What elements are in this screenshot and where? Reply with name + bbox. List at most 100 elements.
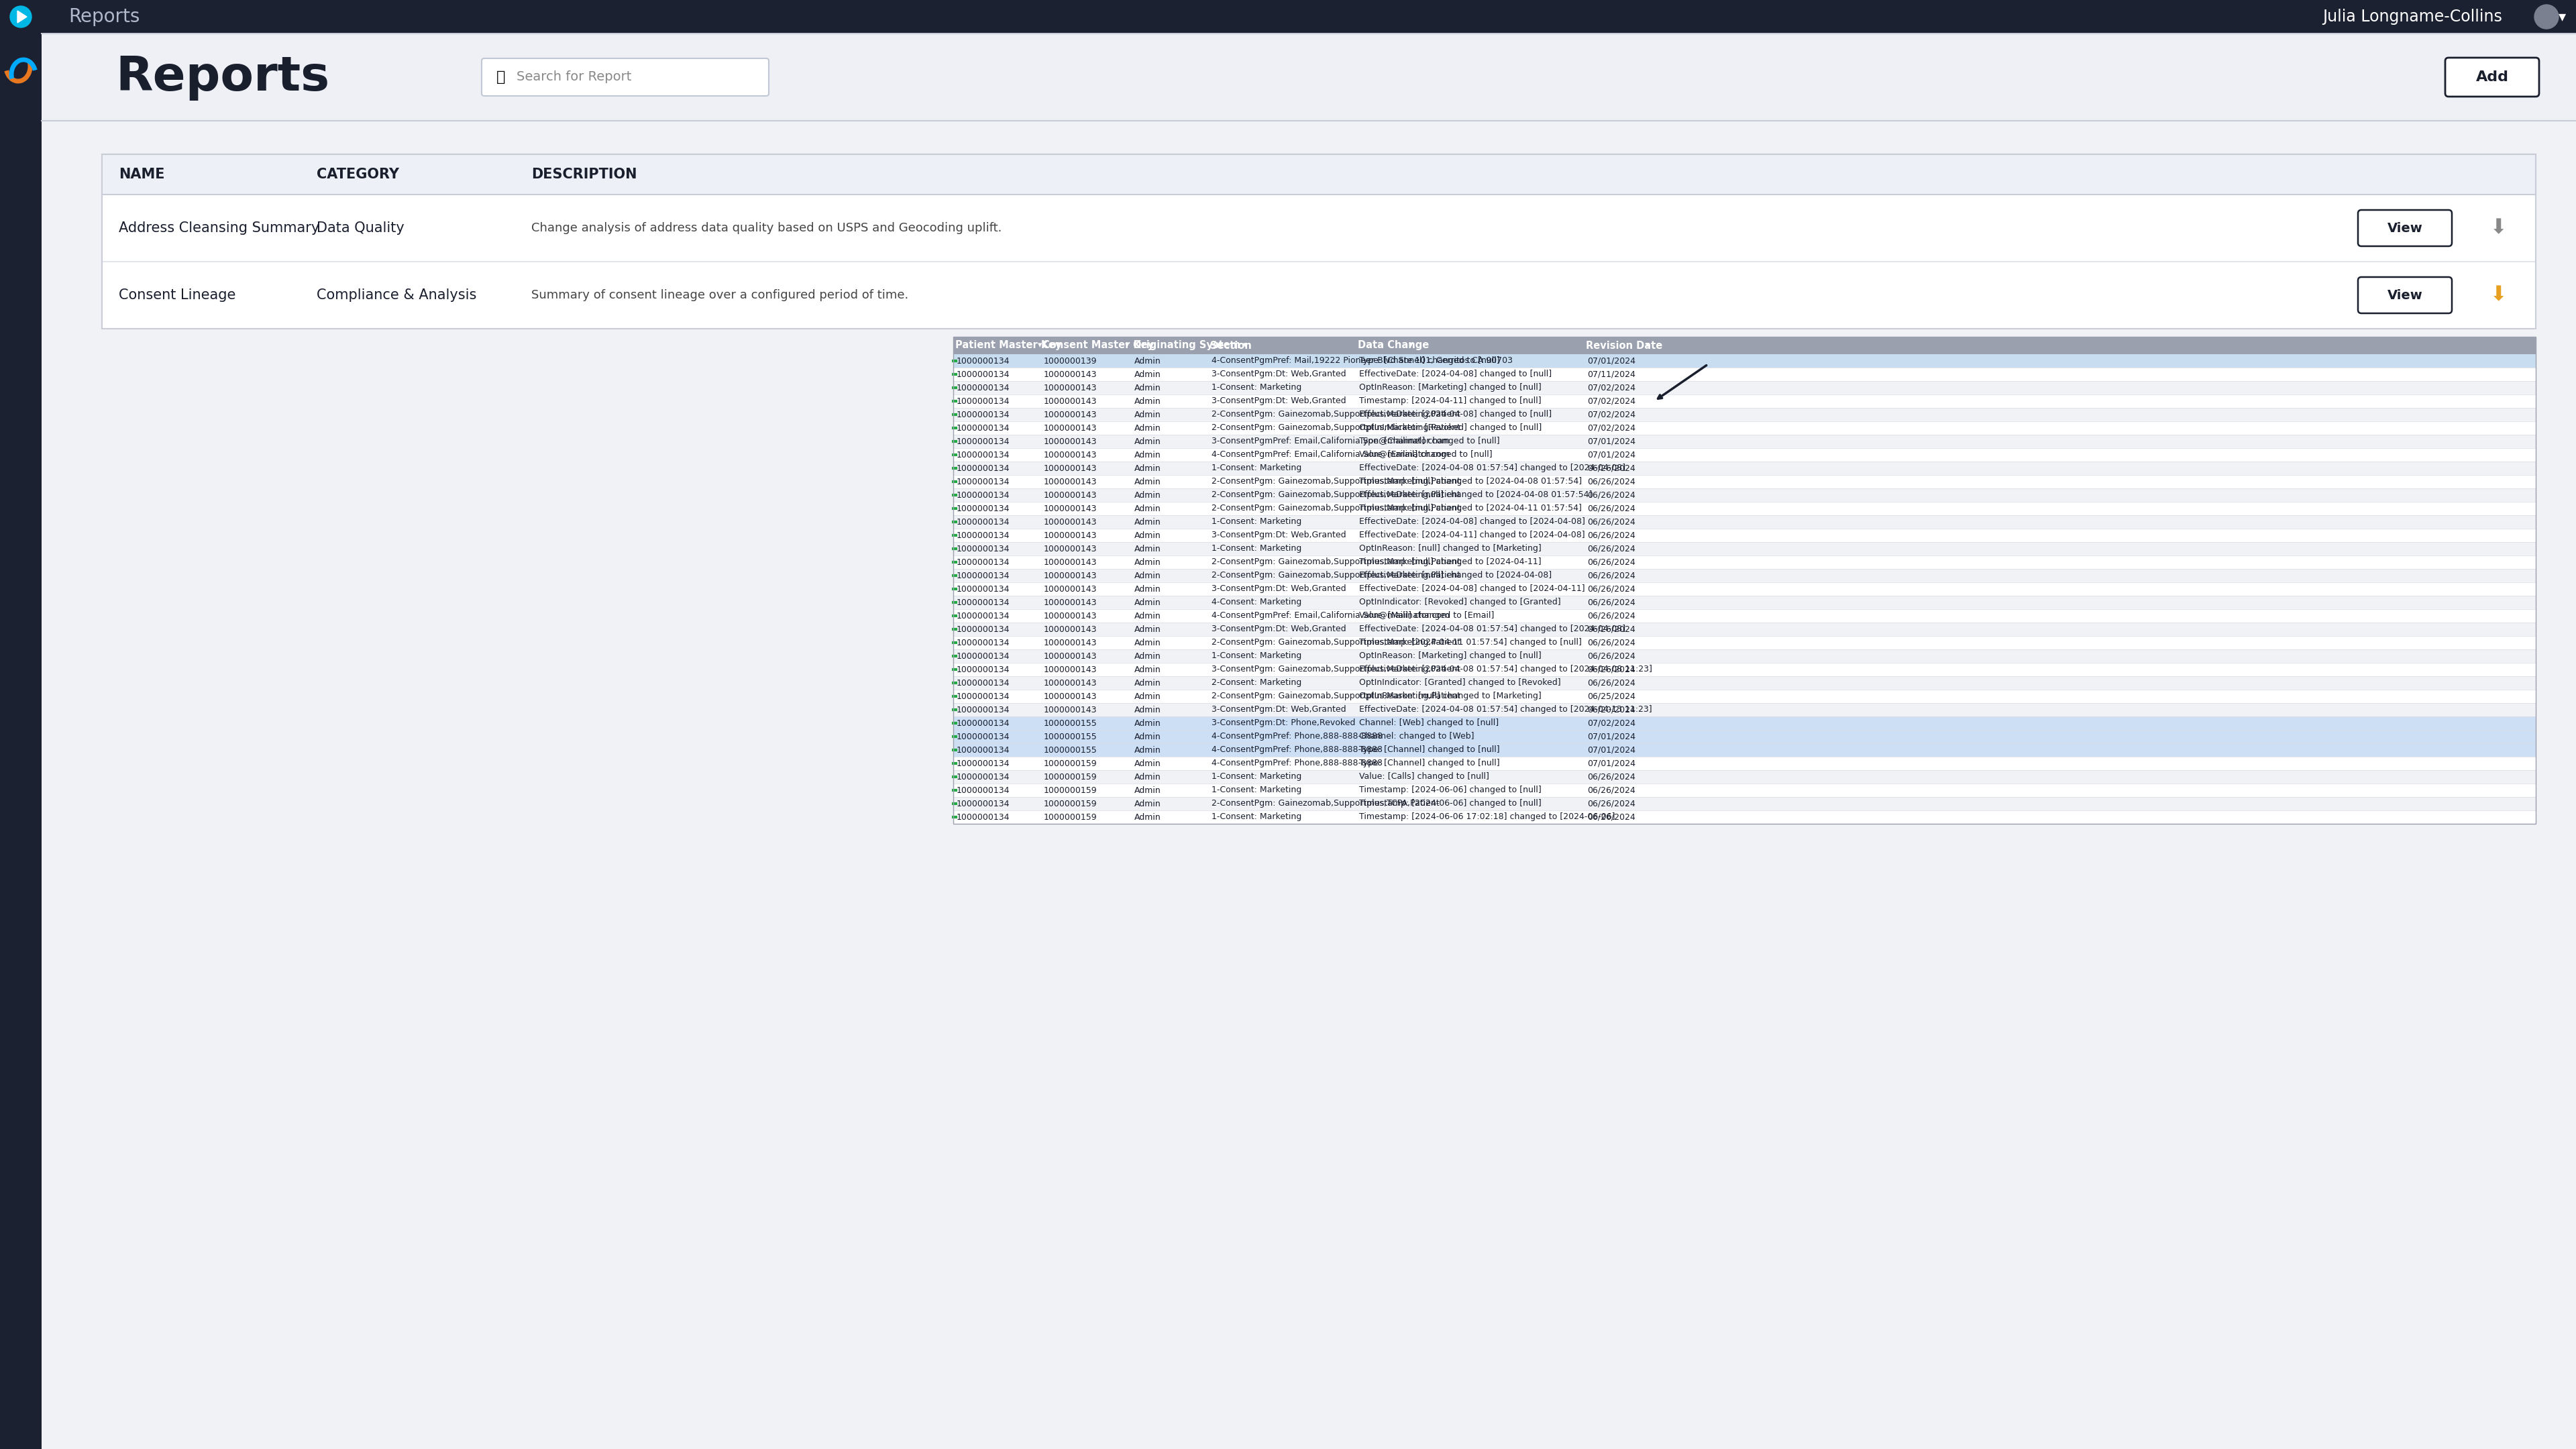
Text: 1000000143: 1000000143 [1043,410,1097,419]
Text: Value: [Calls] changed to [null]: Value: [Calls] changed to [null] [1360,772,1489,781]
Text: 06/26/2024: 06/26/2024 [1587,571,1636,580]
Text: 3-ConsentPgm:Dt: Web,Granted: 3-ConsentPgm:Dt: Web,Granted [1211,706,1347,714]
Text: DESCRIPTION: DESCRIPTION [531,168,636,181]
Text: 1-Consent: Marketing: 1-Consent: Marketing [1211,545,1301,554]
Text: Reports: Reports [70,7,139,26]
Bar [953,797,2535,810]
Text: 1000000134: 1000000134 [956,652,1010,661]
Text: Admin: Admin [1133,464,1162,472]
Text: 1000000143: 1000000143 [1043,598,1097,607]
Bar [953,784,2535,797]
Text: Admin: Admin [1133,785,1162,794]
Text: 1000000134: 1000000134 [956,665,1010,674]
Text: 07/11/2024: 07/11/2024 [1587,369,1636,378]
Text: Type: [Channel] changed to [null]: Type: [Channel] changed to [null] [1360,356,1499,365]
Text: Admin: Admin [1133,530,1162,539]
Text: 2-ConsentPgm: Gainezomab,Supportplus,Marketing,Patient: 2-ConsentPgm: Gainezomab,Supportplus,Mar… [1211,491,1461,500]
Text: 3-ConsentPgm:Dt: Phone,Revoked: 3-ConsentPgm:Dt: Phone,Revoked [1211,719,1355,727]
Text: OptInIndicator: [Granted] changed to [Revoked]: OptInIndicator: [Granted] changed to [Re… [1360,678,1561,687]
Bar [953,422,2535,435]
Bar [953,336,2535,824]
Text: EffectiveDate: [2024-04-08] changed to [2024-04-11]: EffectiveDate: [2024-04-08] changed to [… [1360,584,1584,593]
Text: 3-ConsentPgmPref: Email,California.Son@mailinator.com: 3-ConsentPgmPref: Email,California.Son@m… [1211,438,1450,446]
Text: 06/26/2024: 06/26/2024 [1587,464,1636,472]
Text: 4-ConsentPgmPref: Email,California.Son@mailinator.com: 4-ConsentPgmPref: Email,California.Son@m… [1211,611,1450,620]
Text: OptInReason: [Marketing] changed to [null]: OptInReason: [Marketing] changed to [nul… [1360,652,1540,661]
Text: Add: Add [2476,71,2509,84]
Text: 06/26/2024: 06/26/2024 [1587,800,1636,809]
Text: 1000000134: 1000000134 [956,732,1010,740]
Text: 06/26/2024: 06/26/2024 [1587,598,1636,607]
Text: Admin: Admin [1133,477,1162,485]
Text: ▾: ▾ [1409,341,1412,349]
Text: OptInIndicator: [Revoked] changed to [Granted]: OptInIndicator: [Revoked] changed to [Gr… [1360,598,1561,607]
Text: 06/26/2024: 06/26/2024 [1587,652,1636,661]
Text: 06/26/2024: 06/26/2024 [1587,530,1636,539]
Text: 1000000159: 1000000159 [1043,772,1097,781]
Text: 07/02/2024: 07/02/2024 [1587,397,1636,406]
Text: 1000000143: 1000000143 [1043,625,1097,633]
Text: 06/26/2024: 06/26/2024 [1587,665,1636,674]
Text: 1000000134: 1000000134 [956,759,1010,768]
Text: Consent Lineage: Consent Lineage [118,288,237,301]
Text: Channel: changed to [Web]: Channel: changed to [Web] [1360,732,1473,740]
Text: ▾: ▾ [2558,10,2566,23]
Text: OptInReason: [null] changed to [Marketing]: OptInReason: [null] changed to [Marketin… [1360,545,1540,554]
Bar [953,690,2535,703]
Text: 1000000143: 1000000143 [1043,571,1097,580]
Text: 1000000134: 1000000134 [956,464,1010,472]
Text: Admin: Admin [1133,384,1162,393]
Text: Consent Master Key: Consent Master Key [1043,341,1154,351]
Bar [41,33,2576,120]
Text: 06/26/2024: 06/26/2024 [1587,772,1636,781]
Text: 1000000155: 1000000155 [1043,719,1097,727]
Text: 1000000143: 1000000143 [1043,639,1097,648]
Text: 06/26/2024: 06/26/2024 [1587,504,1636,513]
Bar [953,394,2535,407]
Text: EffectiveDate: [2024-04-08] changed to [null]: EffectiveDate: [2024-04-08] changed to [… [1360,410,1551,419]
Text: Change analysis of address data quality based on USPS and Geocoding uplift.: Change analysis of address data quality … [531,222,1002,235]
Text: ▾: ▾ [1038,341,1043,349]
Text: 06/26/2024: 06/26/2024 [1587,678,1636,687]
Text: 2-ConsentPgm: Gainezomab,Supportplus,Marketing,Patient: 2-ConsentPgm: Gainezomab,Supportplus,Mar… [1211,571,1461,580]
Text: Search for Report: Search for Report [518,71,631,84]
Text: 1000000134: 1000000134 [956,558,1010,567]
Bar [953,623,2535,636]
Bar [953,649,2535,662]
Text: 07/01/2024: 07/01/2024 [1587,356,1636,365]
Text: 1000000155: 1000000155 [1043,746,1097,755]
Text: 1000000134: 1000000134 [956,706,1010,714]
Text: 1000000134: 1000000134 [956,639,1010,648]
Text: Timestamp: [null] changed to [2024-04-11 01:57:54]: Timestamp: [null] changed to [2024-04-11… [1360,504,1582,513]
Text: 1000000159: 1000000159 [1043,800,1097,809]
Text: View: View [2388,222,2421,235]
Text: 06/26/2024: 06/26/2024 [1587,611,1636,620]
Text: ▾: ▾ [1216,341,1221,349]
Text: View: View [2388,288,2421,301]
Text: 1000000143: 1000000143 [1043,652,1097,661]
Text: 4-ConsentPgmPref: Phone,888-888-8888: 4-ConsentPgmPref: Phone,888-888-8888 [1211,732,1383,740]
Text: Patient Master Key: Patient Master Key [956,341,1061,351]
Text: Admin: Admin [1133,571,1162,580]
Text: 1000000134: 1000000134 [956,410,1010,419]
Text: Data Change: Data Change [1358,341,1430,351]
Text: 1000000143: 1000000143 [1043,451,1097,459]
Text: 1000000134: 1000000134 [956,719,1010,727]
Text: 07/01/2024: 07/01/2024 [1587,438,1636,446]
Bar [103,194,2535,262]
Bar [953,555,2535,569]
Text: Timestamp: [null] changed to [2024-04-11]: Timestamp: [null] changed to [2024-04-11… [1360,558,1540,567]
Text: Admin: Admin [1133,423,1162,432]
Text: Admin: Admin [1133,759,1162,768]
Text: NAME: NAME [118,168,165,181]
Text: 1000000143: 1000000143 [1043,384,1097,393]
Text: ▾: ▾ [1242,341,1247,349]
Text: 1000000143: 1000000143 [1043,517,1097,526]
Text: Admin: Admin [1133,558,1162,567]
Text: Timestamp: [2024-06-06 17:02:18] changed to [2024-06-06]: Timestamp: [2024-06-06 17:02:18] changed… [1360,813,1615,822]
Text: EffectiveDate: [2024-04-08 01:57:54] changed to [2024-04-13 11:23]: EffectiveDate: [2024-04-08 01:57:54] cha… [1360,706,1651,714]
Text: 1000000155: 1000000155 [1043,732,1097,740]
Text: Summary of consent lineage over a configured period of time.: Summary of consent lineage over a config… [531,290,909,301]
Bar [953,462,2535,475]
Text: Admin: Admin [1133,584,1162,593]
